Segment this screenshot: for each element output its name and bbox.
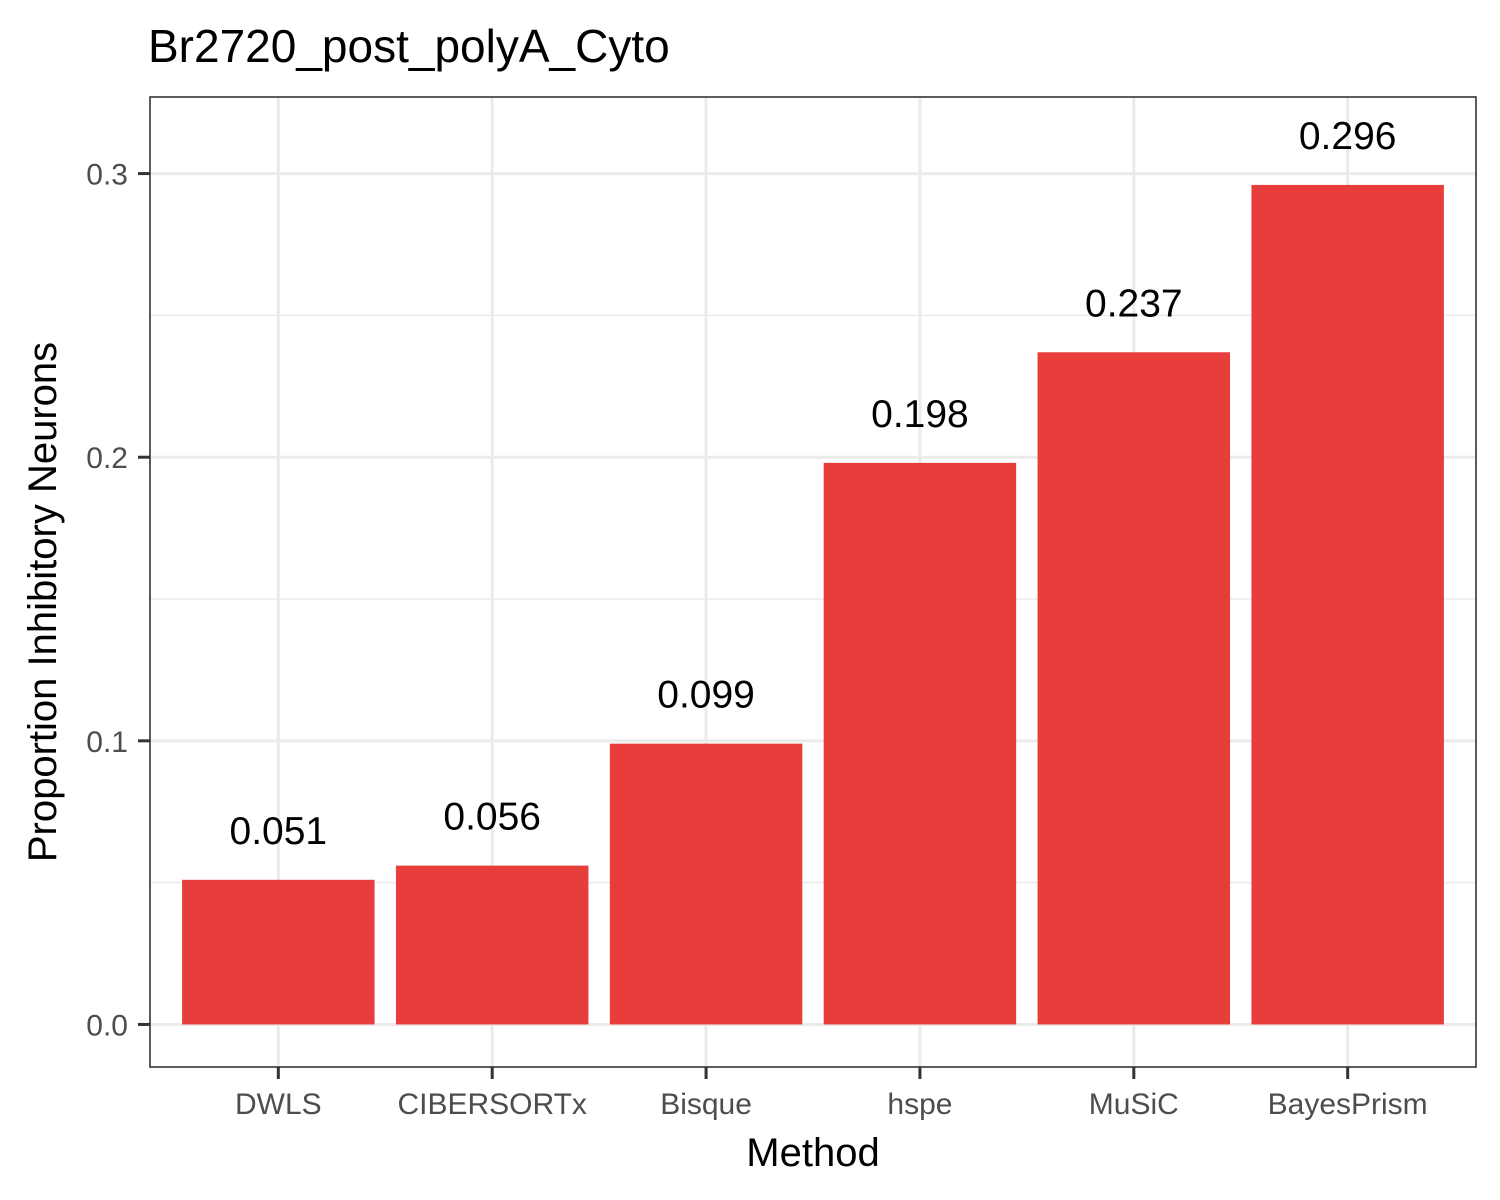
y-tick-label: 0.3 xyxy=(86,159,128,192)
y-tick-label: 0.2 xyxy=(86,442,128,475)
x-tick-label: Bisque xyxy=(660,1088,752,1121)
x-tick-label: DWLS xyxy=(235,1088,322,1121)
data-label-hspe: 0.198 xyxy=(871,393,969,436)
bars xyxy=(182,184,1444,1025)
y-tick-label: 0.0 xyxy=(86,1009,128,1042)
bar-cibersortx xyxy=(395,865,589,1025)
data-label-music: 0.237 xyxy=(1085,282,1183,325)
x-tick-label: MuSiC xyxy=(1089,1088,1179,1121)
data-label-cibersortx: 0.056 xyxy=(443,796,541,839)
x-tick-label: CIBERSORTx xyxy=(397,1088,586,1121)
x-tick-label: hspe xyxy=(887,1088,952,1121)
x-axis-title: Method xyxy=(746,1131,879,1175)
panel-border xyxy=(149,96,1477,1068)
data-label-bisque: 0.099 xyxy=(657,674,755,717)
bar-bisque xyxy=(609,743,803,1025)
y-axis-title: Proportion Inhibitory Neurons xyxy=(21,342,65,862)
bar-dwls xyxy=(182,879,375,1025)
bar-hspe xyxy=(823,462,1017,1025)
bar-bayesprism xyxy=(1251,184,1444,1025)
x-tick-label: BayesPrism xyxy=(1268,1088,1428,1121)
data-label-dwls: 0.051 xyxy=(230,810,328,853)
data-labels: 0.051 0.056 0.099 0.198 0.237 0.296 xyxy=(230,115,1397,853)
bar-music xyxy=(1037,352,1231,1025)
chart-title: Br2720_post_polyA_Cyto xyxy=(148,20,670,72)
data-label-bayesprism: 0.296 xyxy=(1299,115,1397,158)
axes: 0.0 0.1 0.2 0.3 DWLS CIBERSORTx Bisque hspe MuSi… xyxy=(86,159,1427,1121)
y-tick-label: 0.1 xyxy=(86,726,128,759)
